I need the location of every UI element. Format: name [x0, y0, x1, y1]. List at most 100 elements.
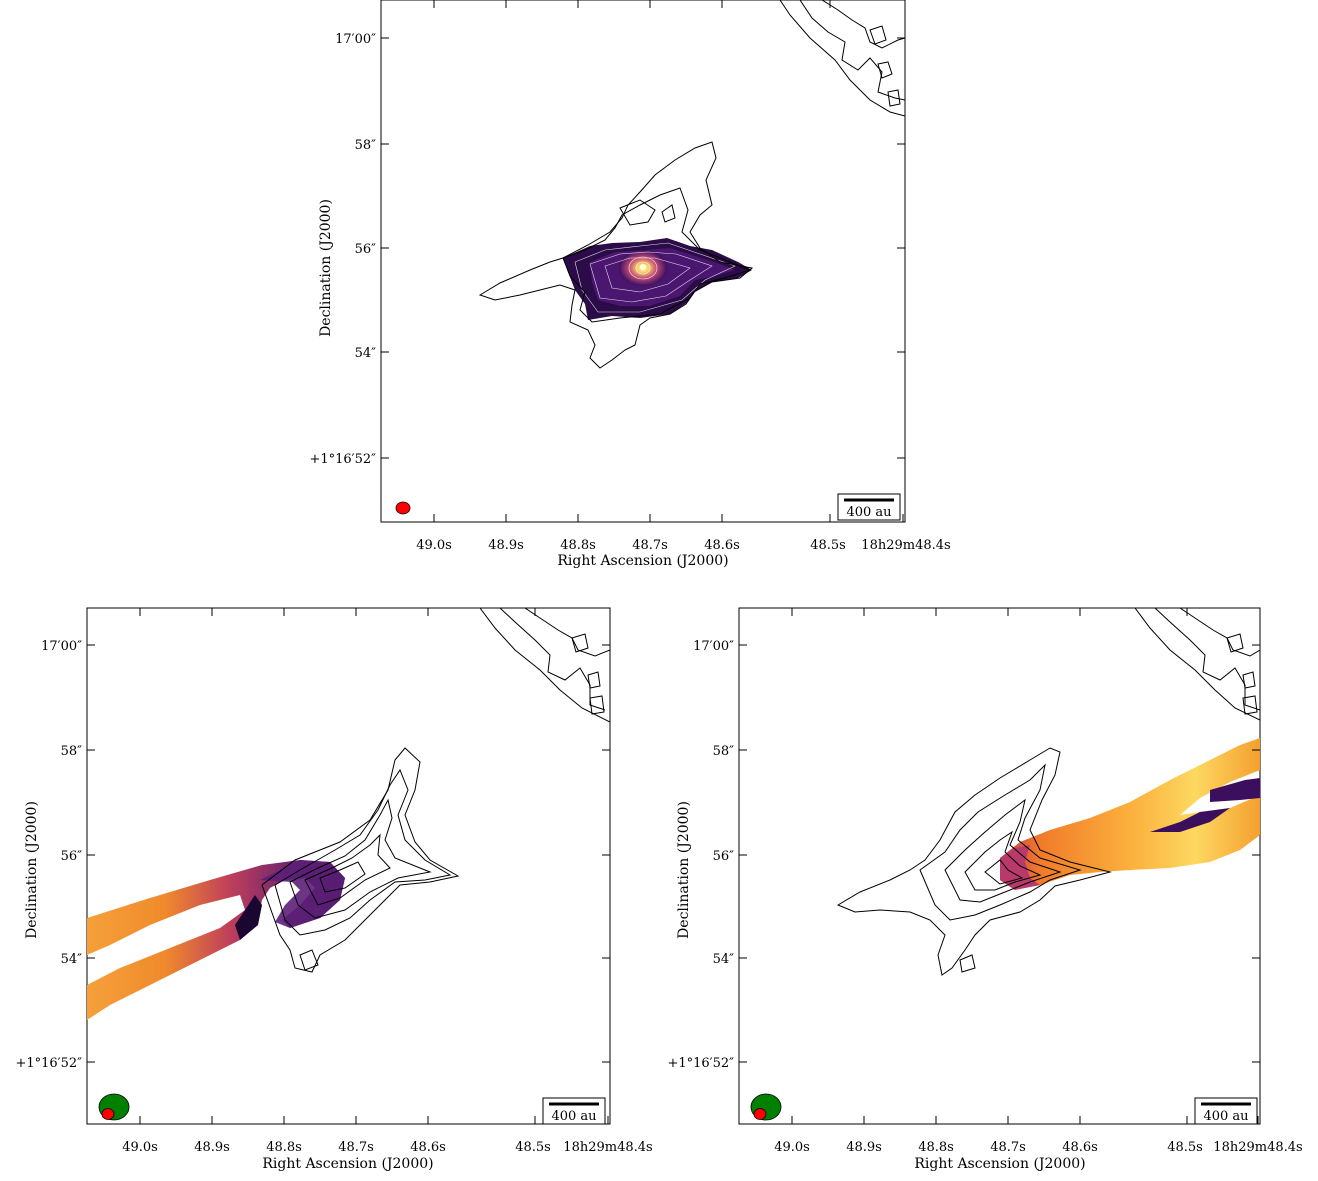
map-layer	[87, 608, 610, 1020]
x-ticklabels-bottom-right: 49.0s 48.9s 48.8s 48.7s 48.6s 48.5s 18h2…	[774, 1140, 1303, 1155]
x-ticklabel: 49.0s	[122, 1140, 158, 1155]
y-ticklabel: 58″	[355, 138, 377, 153]
x-ticklabel: 48.6s	[1062, 1140, 1098, 1155]
contour-corner	[887, 89, 901, 107]
y-ticklabel: +1°16′52″	[667, 1056, 734, 1071]
y-axis-label: Declination (J2000)	[24, 801, 40, 939]
contour-corner	[587, 671, 601, 689]
x-ticklabel: 48.5s	[515, 1140, 551, 1155]
y-axis-label: Declination (J2000)	[676, 801, 692, 939]
contour-outer	[562, 187, 752, 323]
contour-outer	[304, 833, 391, 906]
contour-corner	[1134, 608, 1260, 721]
panel-bottom-right: 49.0s 48.9s 48.8s 48.7s 48.6s 48.5s 18h2…	[667, 607, 1303, 1172]
contour-outer	[619, 199, 656, 226]
y-ticklabel: 58″	[61, 744, 83, 759]
contour-outer	[289, 798, 432, 919]
contour-corner	[799, 0, 905, 101]
contour-outer	[661, 204, 676, 223]
x-ticklabel: 49.0s	[774, 1140, 810, 1155]
x-ticklabel: 48.9s	[194, 1140, 230, 1155]
jet-dark	[1150, 808, 1230, 832]
contour-outer	[984, 859, 1024, 885]
scale-bar: 400 au	[542, 1097, 606, 1125]
panel-bottom-left: 49.0s 48.9s 48.8s 48.7s 48.6s 48.5s 18h2…	[15, 607, 653, 1172]
contour-inner	[628, 256, 658, 280]
contour-inner	[604, 257, 691, 293]
x-ticklabel: 48.8s	[560, 538, 596, 553]
x-ticklabel: 49.0s	[416, 538, 452, 553]
contour-corner	[589, 695, 605, 715]
y-ticklabel: 56″	[713, 849, 735, 864]
x-axis-label: Right Ascension (J2000)	[914, 1156, 1085, 1172]
x-ticklabel: 48.9s	[488, 538, 524, 553]
contour-inner	[589, 251, 713, 303]
contour-corner	[877, 61, 893, 79]
y-ticklabel: 56″	[355, 242, 377, 257]
x-ticklabel: 48.7s	[632, 538, 668, 553]
y-ticklabel: +1°16′52″	[309, 452, 376, 467]
y-axis-label: Declination (J2000)	[318, 199, 334, 337]
x-ticklabels-top: 49.0s 48.9s 48.8s 48.7s 48.6s 48.5s 18h2…	[416, 538, 951, 553]
beam-ellipse-red	[753, 1108, 767, 1120]
contour-corner	[821, 0, 905, 49]
y-ticklabels-bottom-right: +1°16′52″ 54″ 56″ 58″ 17′00″	[667, 639, 734, 1071]
x-ticklabel: 48.8s	[266, 1140, 302, 1155]
jet-dark	[235, 895, 262, 940]
scale-bar-label: 400 au	[1203, 1109, 1248, 1124]
x-ticklabel: 18h29m48.4s	[563, 1140, 652, 1155]
y-ticklabels-top: +1°16′52″ 54″ 56″ 58″ 17′00″	[309, 32, 376, 467]
contour-outer	[478, 141, 754, 369]
x-ticklabel: 48.8s	[918, 1140, 954, 1155]
x-ticklabel: 48.9s	[846, 1140, 882, 1155]
contour-inner	[635, 261, 651, 275]
panel-top: 49.0s 48.9s 48.8s 48.7s 48.6s 48.5s 18h2…	[309, 0, 951, 569]
y-ticklabel: 56″	[61, 849, 83, 864]
ticks-bottom-left	[87, 608, 610, 1124]
ticks-bottom-right	[739, 608, 1260, 1124]
y-ticklabel: 17′00″	[41, 639, 82, 654]
emission-peak	[640, 264, 646, 270]
x-ticklabel: 48.5s	[1167, 1140, 1203, 1155]
x-ticklabel: 48.7s	[990, 1140, 1026, 1155]
x-ticklabel: 18h29m48.4s	[861, 538, 950, 553]
x-axis-label: Right Ascension (J2000)	[557, 553, 728, 569]
x-ticklabel: 48.7s	[338, 1140, 374, 1155]
y-ticklabel: 17′00″	[335, 32, 376, 47]
contour-corner	[779, 0, 905, 117]
y-ticklabel: 58″	[713, 744, 735, 759]
jet-emission	[87, 860, 345, 1020]
contour-outer	[319, 861, 366, 893]
contour-inner	[574, 242, 736, 313]
contour-outer	[836, 747, 1112, 976]
scale-bar: 400 au	[1194, 1097, 1258, 1125]
y-ticklabel: +1°16′52″	[15, 1056, 82, 1071]
beam-ellipse	[395, 501, 411, 515]
contour-corner	[499, 608, 606, 711]
contour-outer	[919, 763, 1082, 921]
y-ticklabel: 54″	[61, 952, 83, 967]
contour-outer	[959, 954, 976, 973]
jet-emission	[1000, 738, 1260, 890]
scale-bar: 400 au	[837, 493, 901, 521]
contour-outer	[944, 798, 1062, 903]
contour-outer	[299, 949, 319, 971]
contour-outer	[274, 768, 452, 936]
x-ticklabel: 48.6s	[410, 1140, 446, 1155]
x-ticklabel: 48.5s	[810, 538, 846, 553]
y-ticklabels-bottom-left: +1°16′52″ 54″ 56″ 58″ 17′00″	[15, 639, 82, 1071]
y-ticklabel: 54″	[355, 346, 377, 361]
contour-corner	[1242, 695, 1258, 715]
x-ticklabel: 48.6s	[704, 538, 740, 553]
ticks-top	[381, 0, 905, 522]
contour-corner	[571, 633, 589, 653]
x-axis-label: Right Ascension (J2000)	[262, 1156, 433, 1172]
scale-bar-label: 400 au	[846, 505, 891, 520]
y-ticklabel: 17′00″	[693, 639, 734, 654]
map-layer	[478, 0, 905, 369]
contour-corner	[869, 25, 887, 45]
contour-corner	[1226, 633, 1244, 653]
contour-corner	[1154, 608, 1260, 711]
x-ticklabel: 18h29m48.4s	[1213, 1140, 1302, 1155]
